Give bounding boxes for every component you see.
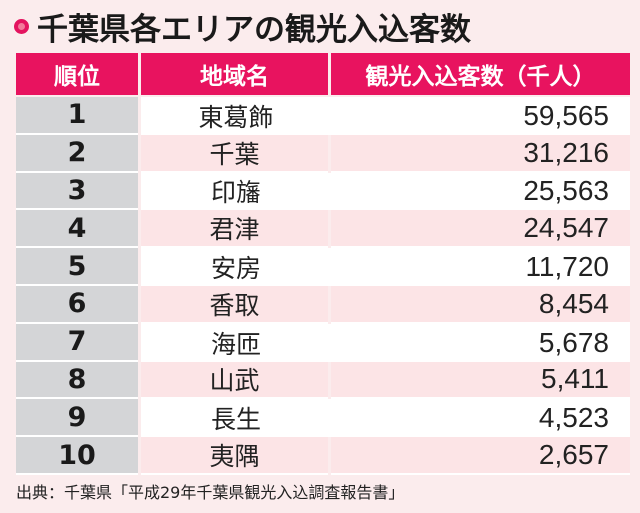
header-visitors: 観光入込客数（千人） xyxy=(331,53,630,95)
visitors-cell: 59,565 xyxy=(331,97,630,135)
area-cell: 千葉 xyxy=(141,134,328,173)
visitors-cell: 24,547 xyxy=(331,210,630,249)
rank-cell: 4 xyxy=(16,210,138,249)
rank-cell: 6 xyxy=(16,285,138,324)
header-rank: 順位 xyxy=(16,53,138,95)
rank-cell: 1 xyxy=(16,97,138,135)
rank-cell: 8 xyxy=(16,361,138,400)
rank-cell: 7 xyxy=(16,323,138,362)
table-row: 8 山武 5,411 xyxy=(16,361,630,400)
area-cell: 君津 xyxy=(141,210,328,249)
visitors-table: 順位 地域名 観光入込客数（千人） 1 東葛飾 59,565 2 千葉 31,2… xyxy=(16,53,630,475)
table-row: 2 千葉 31,216 xyxy=(16,134,630,173)
visitors-cell: 25,563 xyxy=(331,172,630,211)
page-title: 千葉県各エリアの観光入込客数 xyxy=(14,4,471,48)
rank-cell: 3 xyxy=(16,172,138,211)
table-row: 1 東葛飾 59,565 xyxy=(16,97,630,135)
visitors-cell: 5,678 xyxy=(331,323,630,362)
title-text: 千葉県各エリアの観光入込客数 xyxy=(37,11,471,48)
area-cell: 山武 xyxy=(141,361,328,400)
area-cell: 東葛飾 xyxy=(141,97,331,135)
rank-cell: 9 xyxy=(16,399,138,438)
table-row: 6 香取 8,454 xyxy=(16,285,630,324)
rank-cell: 10 xyxy=(16,437,138,475)
visitors-cell: 8,454 xyxy=(331,285,630,324)
visitors-cell: 31,216 xyxy=(331,134,630,173)
source-note: 出典：千葉県「平成29年千葉県観光入込調査報告書」 xyxy=(16,483,405,502)
visitors-cell: 4,523 xyxy=(331,399,630,438)
table-row: 10 夷隅 2,657 xyxy=(16,437,630,475)
area-cell: 海匝 xyxy=(141,323,331,362)
header-area: 地域名 xyxy=(141,53,328,95)
visitors-cell: 5,411 xyxy=(331,361,630,400)
rank-cell: 5 xyxy=(16,248,138,286)
area-cell: 印旛 xyxy=(141,172,331,211)
bullet-circle-icon xyxy=(14,18,29,34)
area-cell: 香取 xyxy=(141,285,328,324)
area-cell: 長生 xyxy=(141,399,331,438)
area-cell: 夷隅 xyxy=(141,437,328,475)
table-row: 4 君津 24,547 xyxy=(16,210,630,249)
visitors-cell: 11,720 xyxy=(331,248,630,286)
table-header: 順位 地域名 観光入込客数（千人） xyxy=(16,53,630,95)
table-row: 9 長生 4,523 xyxy=(16,399,630,438)
table-row: 7 海匝 5,678 xyxy=(16,323,630,362)
table-row: 3 印旛 25,563 xyxy=(16,172,630,211)
visitors-cell: 2,657 xyxy=(331,437,630,475)
rank-cell: 2 xyxy=(16,134,138,173)
area-cell: 安房 xyxy=(141,248,331,286)
table-row: 5 安房 11,720 xyxy=(16,248,630,286)
